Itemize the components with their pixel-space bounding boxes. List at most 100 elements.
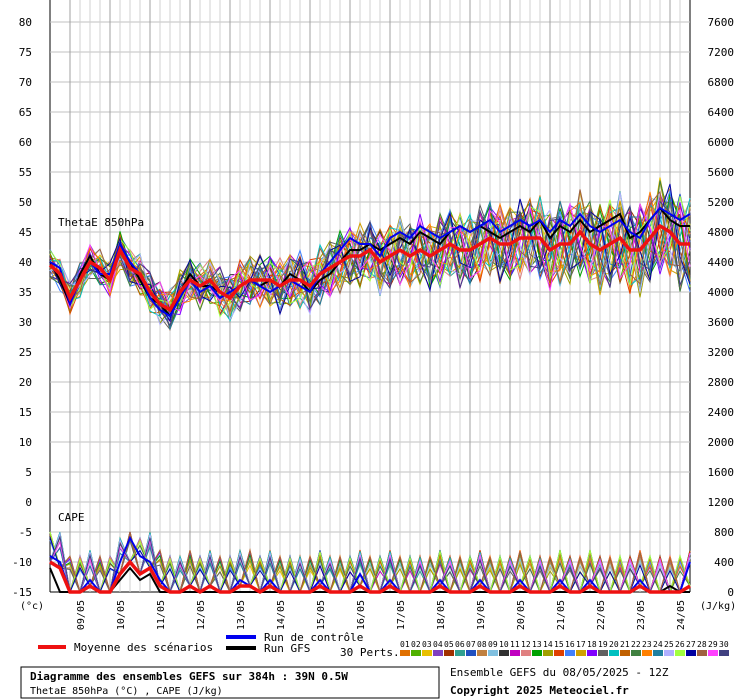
perturbation-cape-line bbox=[49, 531, 691, 594]
right-tick-label: 7200 bbox=[708, 46, 735, 59]
right-tick-label: 5600 bbox=[708, 166, 735, 179]
perturbation-legend-swatch bbox=[466, 650, 476, 656]
perturbation-legend-label: 08 bbox=[477, 640, 487, 649]
left-tick-label: 10 bbox=[19, 436, 32, 449]
x-tick-label: 16/05 bbox=[356, 600, 367, 630]
perturbation-legend-swatch bbox=[488, 650, 498, 656]
x-tick-label: 18/05 bbox=[436, 600, 447, 630]
footer-copyright: Copyright 2025 Meteociel.fr bbox=[450, 684, 629, 697]
footer-run-info: Ensemble GEFS du 08/05/2025 - 12Z bbox=[450, 666, 669, 679]
perturbation-legend-swatch bbox=[565, 650, 575, 656]
perturbation-legend-label: 26 bbox=[675, 640, 685, 649]
x-tick-label: 14/05 bbox=[276, 600, 287, 630]
main-series-lines bbox=[48, 206, 691, 595]
left-tick-label: 35 bbox=[19, 286, 32, 299]
left-tick-label: 55 bbox=[19, 166, 32, 179]
x-tick-label: 15/05 bbox=[316, 600, 327, 630]
footer-box bbox=[20, 666, 440, 699]
perturbation-legend-swatch bbox=[477, 650, 487, 656]
right-axis-unit: (J/kg) bbox=[700, 601, 736, 612]
left-tick-label: 20 bbox=[19, 376, 32, 389]
right-tick-label: 4000 bbox=[708, 286, 735, 299]
perturbation-legend-label: 25 bbox=[664, 640, 674, 649]
perturbation-legend-label: 01 bbox=[400, 640, 410, 649]
right-tick-label: 2000 bbox=[708, 436, 735, 449]
perturbation-legend-swatch bbox=[620, 650, 630, 656]
right-tick-label: 5200 bbox=[708, 196, 735, 209]
right-tick-label: 3200 bbox=[708, 346, 735, 359]
left-tick-label: 40 bbox=[19, 256, 32, 269]
right-tick-label: 4800 bbox=[708, 226, 735, 239]
right-tick-label: 2400 bbox=[708, 406, 735, 419]
perturbation-legend-label: 30 bbox=[719, 640, 729, 649]
right-tick-label: 6400 bbox=[708, 106, 735, 119]
x-tick-label: 24/05 bbox=[676, 600, 687, 630]
perturbation-legend-label: 24 bbox=[653, 640, 663, 649]
perturbation-legend-swatch bbox=[532, 650, 542, 656]
right-tick-label: 1600 bbox=[708, 466, 735, 479]
series-cape-line bbox=[49, 559, 691, 595]
perturbation-thetae-line bbox=[49, 202, 691, 312]
left-tick-label: 15 bbox=[19, 406, 32, 419]
left-tick-label: -10 bbox=[12, 556, 32, 569]
perturbation-legend-label: 14 bbox=[543, 640, 553, 649]
right-tick-label: 2800 bbox=[708, 376, 735, 389]
perturbation-legend-label: 12 bbox=[521, 640, 531, 649]
perturbation-legend-label: 28 bbox=[697, 640, 707, 649]
legend-label-gfs: Run GFS bbox=[264, 642, 310, 655]
perturbation-legend-label: 29 bbox=[708, 640, 718, 649]
left-tick-label: 65 bbox=[19, 106, 32, 119]
right-axis-ticks: 7600720068006400600056005200480044004000… bbox=[708, 16, 735, 599]
x-tick-label: 21/05 bbox=[556, 600, 567, 630]
left-tick-label: 75 bbox=[19, 46, 32, 59]
perturbation-legend-label: 18 bbox=[587, 640, 597, 649]
perturbation-legend-swatch bbox=[664, 650, 674, 656]
left-tick-label: 30 bbox=[19, 316, 32, 329]
perturbation-legend-swatch bbox=[631, 650, 641, 656]
panel-label-thetae: ThetaE 850hPa bbox=[58, 216, 144, 229]
perturbation-legend-label: 23 bbox=[642, 640, 652, 649]
footer-title: Diagramme des ensembles GEFS sur 384h : … bbox=[30, 670, 348, 683]
perturbation-legend-label: 04 bbox=[433, 640, 443, 649]
right-tick-label: 400 bbox=[714, 556, 734, 569]
perturbation-legend-swatch bbox=[686, 650, 696, 656]
perturbation-legend-label: 10 bbox=[499, 640, 509, 649]
perturbation-legend-swatch bbox=[422, 650, 432, 656]
perturbation-thetae-line bbox=[49, 198, 691, 331]
x-tick-label: 22/05 bbox=[596, 600, 607, 630]
perturbation-legend-label: 03 bbox=[422, 640, 432, 649]
perturbation-legend-swatch bbox=[609, 650, 619, 656]
legend-label-control: Run de contrôle bbox=[264, 631, 363, 644]
perturbation-legend-swatch bbox=[642, 650, 652, 656]
perturbation-legend-swatch bbox=[653, 650, 663, 656]
right-tick-label: 1200 bbox=[708, 496, 735, 509]
perturbation-legend-label: 11 bbox=[510, 640, 520, 649]
perturbation-legend: 01 02 03 04 05 06 07 08 09 10 11 12 13 14 15 16 17 18 19 20… bbox=[400, 640, 729, 656]
chart-grid bbox=[49, 0, 691, 593]
perturbation-legend-label: 27 bbox=[686, 640, 696, 649]
perturbation-legend-swatch bbox=[719, 650, 729, 656]
perturbation-legend-swatch bbox=[433, 650, 443, 656]
perturbation-thetae-line bbox=[49, 200, 691, 327]
left-tick-label: -15 bbox=[12, 586, 32, 599]
perturbation-legend-label: 13 bbox=[532, 640, 542, 649]
perturbation-legend-label: 06 bbox=[455, 640, 465, 649]
left-tick-label: 25 bbox=[19, 346, 32, 359]
x-tick-label: 20/05 bbox=[516, 600, 527, 630]
perturbation-legend-swatch bbox=[598, 650, 608, 656]
panel-label-cape: CAPE bbox=[58, 511, 85, 524]
perturbations-count: 30 Perts. bbox=[340, 646, 400, 659]
perturbation-legend-label: 21 bbox=[620, 640, 630, 649]
x-tick-label: 13/05 bbox=[236, 600, 247, 630]
perturbation-legend-swatch bbox=[455, 650, 465, 656]
right-tick-label: 6000 bbox=[708, 136, 735, 149]
right-tick-label: 7600 bbox=[708, 16, 735, 29]
series-thetae-line bbox=[49, 206, 691, 318]
legend-label-mean: Moyenne des scénarios bbox=[74, 641, 213, 654]
perturbation-legend-swatch bbox=[576, 650, 586, 656]
left-tick-label: 5 bbox=[25, 466, 32, 479]
left-tick-label: 60 bbox=[19, 136, 32, 149]
right-tick-label: 800 bbox=[714, 526, 734, 539]
left-tick-label: -5 bbox=[19, 526, 32, 539]
